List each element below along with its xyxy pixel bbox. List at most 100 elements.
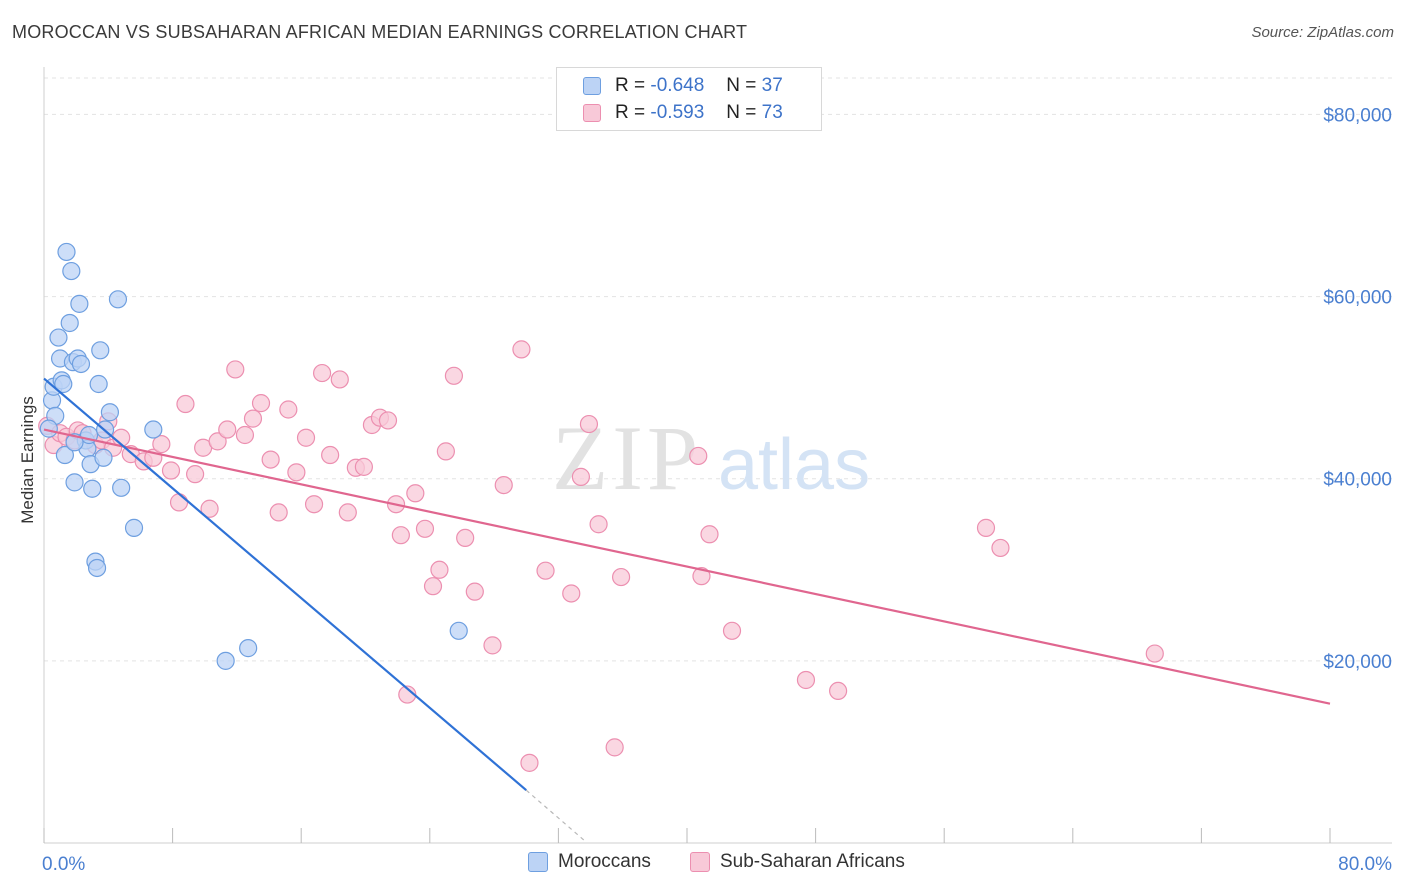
data-point-sub-saharan xyxy=(296,428,316,447)
data-point-sub-saharan xyxy=(279,400,298,419)
trend-line-moroccans xyxy=(43,377,527,792)
data-point-sub-saharan xyxy=(700,525,719,544)
data-point-moroccans xyxy=(94,448,113,467)
data-point-sub-saharan xyxy=(176,394,195,414)
data-point-moroccans xyxy=(62,261,81,281)
legend-swatch-pink xyxy=(583,104,601,122)
data-point-sub-saharan xyxy=(321,445,340,465)
legend-row-sub-saharan: R = -0.593 N = 73 xyxy=(583,101,783,125)
data-point-sub-saharan xyxy=(689,446,708,466)
data-point-sub-saharan xyxy=(243,409,263,428)
data-point-sub-saharan xyxy=(208,432,227,451)
data-point-sub-saharan xyxy=(169,493,189,512)
legend-item-sub-saharan-africans[interactable]: Sub-Saharan Africans xyxy=(690,851,905,873)
data-point-moroccans xyxy=(108,290,128,309)
x-tick-label: 0.0% xyxy=(42,854,85,875)
chart-title: MOROCCAN VS SUBSAHARAN AFRICAN MEDIAN EA… xyxy=(12,22,748,42)
data-point-sub-saharan xyxy=(611,567,631,587)
data-point-moroccans xyxy=(144,420,163,439)
data-point-sub-saharan xyxy=(692,567,711,586)
data-point-sub-saharan xyxy=(304,495,324,514)
data-point-sub-saharan xyxy=(226,360,245,379)
data-point-sub-saharan xyxy=(423,577,443,596)
data-point-sub-saharan xyxy=(483,636,502,655)
data-point-moroccans xyxy=(57,242,76,262)
watermark-zip: ZIP xyxy=(552,407,702,509)
legend-r-label: R = xyxy=(615,102,646,123)
data-point-moroccans xyxy=(54,374,73,394)
legend-label: Sub-Saharan Africans xyxy=(720,851,905,872)
legend-swatch-blue xyxy=(583,77,601,95)
data-point-moroccans xyxy=(65,473,84,492)
data-point-sub-saharan xyxy=(465,582,484,601)
data-point-sub-saharan xyxy=(218,420,237,439)
data-point-moroccans xyxy=(89,374,108,394)
legend-label: Moroccans xyxy=(558,851,651,872)
correlation-legend: R = -0.648 N = 37 R = -0.593 N = 73 xyxy=(556,67,822,131)
data-point-sub-saharan xyxy=(406,484,425,503)
legend-swatch-pink xyxy=(690,852,710,872)
data-point-sub-saharan xyxy=(562,584,581,603)
data-point-sub-saharan xyxy=(354,457,373,476)
data-point-sub-saharan xyxy=(991,538,1010,558)
data-point-moroccans xyxy=(49,328,68,347)
legend-n-value: 73 xyxy=(761,102,783,123)
y-tick-label: $80,000 xyxy=(1323,105,1392,126)
series-sub-saharan-africans xyxy=(38,340,1164,772)
data-point-moroccans xyxy=(87,558,107,578)
data-point-moroccans xyxy=(83,479,102,498)
data-point-sub-saharan xyxy=(235,425,255,445)
data-point-sub-saharan xyxy=(378,411,398,430)
data-point-sub-saharan xyxy=(287,463,306,482)
legend-swatch-blue xyxy=(528,852,548,872)
data-point-sub-saharan xyxy=(200,499,219,518)
data-point-sub-saharan xyxy=(722,621,742,640)
data-point-moroccans xyxy=(112,478,131,497)
legend-row-moroccans: R = -0.648 N = 37 xyxy=(583,74,783,98)
data-point-sub-saharan xyxy=(415,519,435,538)
data-point-sub-saharan xyxy=(571,467,591,486)
trend-line-moroccans-extension xyxy=(525,789,585,841)
data-point-sub-saharan xyxy=(186,465,205,484)
data-point-moroccans xyxy=(60,313,79,333)
data-point-sub-saharan xyxy=(512,340,531,359)
source-label: Source: ZipAtlas.com xyxy=(1251,24,1394,41)
data-point-sub-saharan xyxy=(520,753,539,772)
data-point-sub-saharan xyxy=(976,518,996,537)
data-point-sub-saharan xyxy=(829,681,848,701)
trend-lines xyxy=(43,377,1331,841)
legend-n-label: N = xyxy=(726,75,757,96)
data-point-sub-saharan xyxy=(269,503,288,522)
data-point-sub-saharan xyxy=(589,515,608,534)
data-point-moroccans xyxy=(100,403,120,422)
data-point-moroccans xyxy=(39,419,58,438)
data-point-sub-saharan xyxy=(605,738,624,757)
watermark-atlas: atlas xyxy=(718,425,870,505)
data-point-moroccans xyxy=(55,445,74,465)
legend-n-value: 37 xyxy=(761,75,783,96)
y-tick-label: $20,000 xyxy=(1323,652,1392,673)
series-moroccans xyxy=(39,242,468,670)
legend-r-value: -0.648 xyxy=(650,75,705,96)
trend-line-sub-saharan xyxy=(43,428,1331,705)
data-point-sub-saharan xyxy=(251,394,271,413)
data-point-sub-saharan xyxy=(261,450,280,469)
axes xyxy=(43,67,1392,844)
data-point-sub-saharan xyxy=(330,370,349,389)
data-point-sub-saharan xyxy=(796,670,816,690)
data-point-sub-saharan xyxy=(436,442,455,461)
x-tick-label: 80.0% xyxy=(1338,854,1392,875)
data-point-moroccans xyxy=(449,621,468,640)
x-tick-labels: 0.0% 80.0% xyxy=(42,854,1392,875)
legend-item-moroccans[interactable]: Moroccans xyxy=(528,851,651,873)
data-point-sub-saharan xyxy=(312,363,332,383)
legend-r-value: -0.593 xyxy=(650,102,705,123)
data-point-moroccans xyxy=(91,341,110,360)
data-point-sub-saharan xyxy=(152,435,171,454)
data-point-sub-saharan xyxy=(536,561,555,580)
data-point-sub-saharan xyxy=(430,560,449,579)
y-tick-label: $40,000 xyxy=(1323,470,1392,491)
watermark: ZIP atlas xyxy=(552,407,870,509)
data-point-moroccans xyxy=(216,651,235,670)
